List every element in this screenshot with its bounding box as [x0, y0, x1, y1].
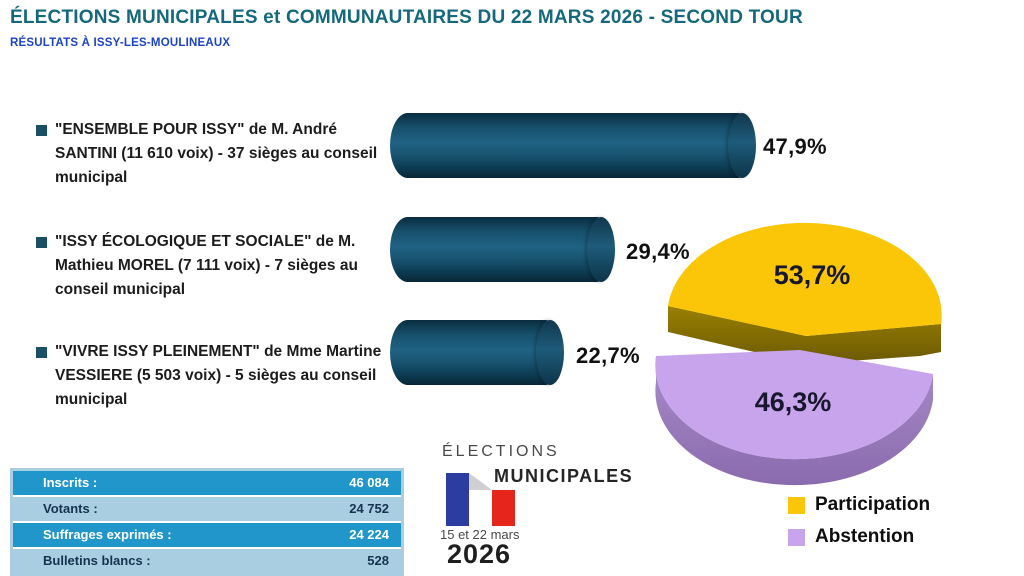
bar-cap [536, 320, 564, 385]
page-subtitle: RÉSULTATS À ISSY-LES-MOULINEAUX [10, 37, 231, 49]
pie-value-participation: 53,7% [774, 260, 851, 290]
bar-vessiere [390, 320, 564, 385]
candidate-text: "VIVRE ISSY PLEINEMENT" de Mme Martine V… [55, 343, 382, 408]
pie-value-abstention: 46,3% [755, 387, 832, 417]
row-label: Votants : [43, 501, 98, 516]
row-value: 528 [367, 553, 389, 568]
pie-slice-abstention-side [655, 356, 933, 486]
bullet-square-icon [36, 237, 47, 248]
bullet-square-icon [36, 125, 47, 136]
legend-item-participation: Participation [788, 494, 930, 516]
bar-santini [390, 113, 756, 178]
vote-summary-table: Inscrits : 46 084 Votants : 24 752 Suffr… [10, 468, 404, 576]
candidate-label-santini: "ENSEMBLE POUR ISSY" de M. André SANTINI… [36, 118, 388, 190]
row-value: 46 084 [349, 475, 389, 490]
row-label: Inscrits : [43, 475, 98, 490]
table-row-suffrages: Suffrages exprimés : 24 224 [13, 523, 401, 547]
row-value: 24 752 [349, 501, 389, 516]
table-row-blancs: Bulletins blancs : 528 [13, 549, 401, 573]
logo-year: 2026 [447, 539, 512, 569]
french-flag-icon [446, 473, 515, 526]
row-label: Suffrages exprimés : [43, 527, 172, 542]
row-value: 24 224 [349, 527, 389, 542]
bar-cap [587, 217, 615, 282]
legend-label: Abstention [815, 526, 915, 547]
bar-value-morel: 29,4% [626, 239, 690, 264]
table-row-inscrits: Inscrits : 46 084 [13, 471, 401, 495]
abstention-swatch-icon [788, 528, 805, 546]
table-row-votants: Votants : 24 752 [13, 497, 401, 521]
row-label: Bulletins blancs : [43, 553, 151, 568]
candidate-text: "ENSEMBLE POUR ISSY" de M. André SANTINI… [55, 121, 378, 186]
legend-label: Participation [815, 494, 931, 515]
candidate-label-vessiere: "VIVRE ISSY PLEINEMENT" de Mme Martine V… [36, 340, 388, 412]
bullet-square-icon [36, 347, 47, 358]
logo-line1: ÉLECTIONS [442, 443, 560, 460]
legend-item-abstention: Abstention [788, 526, 914, 548]
participation-swatch-icon [788, 496, 805, 514]
pie-slice-participation [668, 222, 942, 336]
candidate-label-morel: "ISSY ÉCOLOGIQUE ET SOCIALE" de M. Mathi… [36, 230, 388, 302]
candidate-text: "ISSY ÉCOLOGIQUE ET SOCIALE" de M. Mathi… [55, 233, 358, 298]
bar-morel [390, 217, 615, 282]
bar-cap [728, 113, 756, 178]
bar-value-santini: 47,9% [763, 134, 827, 159]
pie-slice-abstention [655, 350, 933, 460]
pie-slice-participation-side [668, 306, 941, 364]
logo-dates: 15 et 22 mars [440, 527, 520, 542]
logo-line2: MUNICIPALES [494, 466, 634, 486]
bar-value-vessiere: 22,7% [576, 343, 640, 368]
page-title: ÉLECTIONS MUNICIPALES et COMMUNAUTAIRES … [10, 7, 803, 28]
